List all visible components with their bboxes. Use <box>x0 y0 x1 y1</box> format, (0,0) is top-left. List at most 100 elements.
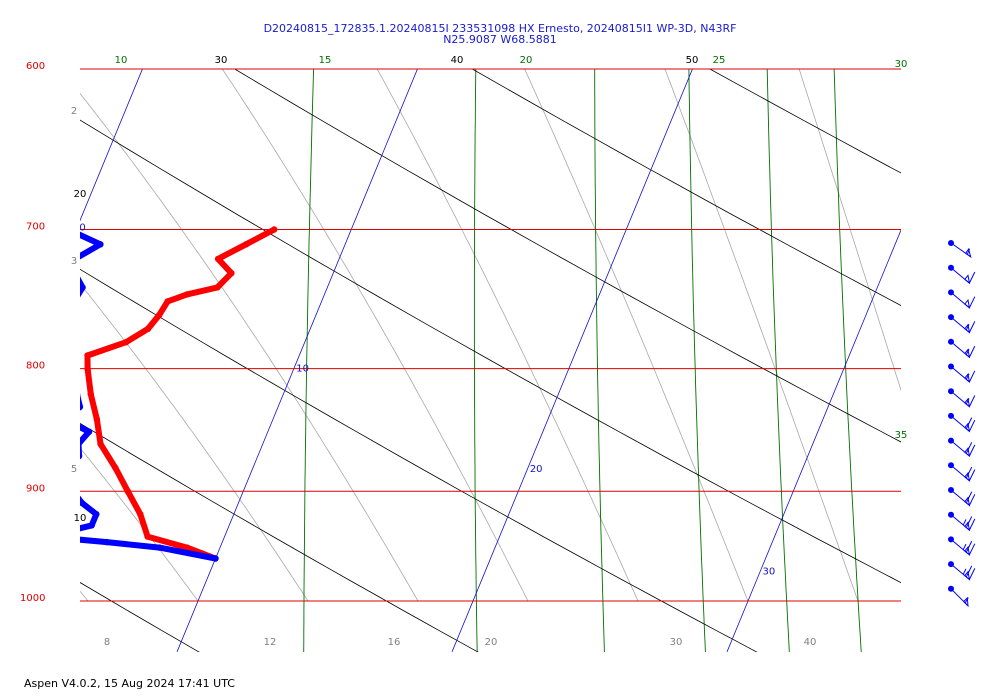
wind-barb-feather <box>968 494 976 506</box>
temperature-point <box>112 464 119 472</box>
mixing-ratio-label: 10 <box>115 55 128 66</box>
mixing-ratio-label: 15 <box>319 55 332 66</box>
dewpoint-point <box>80 499 85 506</box>
wind-barb-half-feather <box>962 568 967 575</box>
dewpoint-point <box>65 226 71 232</box>
dry-adiabat-label: 50 <box>686 55 699 66</box>
dry-adiabats <box>80 69 901 652</box>
temperature-point <box>122 339 130 346</box>
dewpoint-point <box>54 326 60 332</box>
wind-barb-tip <box>964 298 971 310</box>
wind-barb <box>948 585 969 608</box>
temperature-point <box>87 391 95 398</box>
moist-adiabat-line <box>524 69 749 602</box>
wind-barbs <box>948 240 976 608</box>
wind-barb-feather <box>965 516 973 528</box>
wind-barb-tip <box>964 545 971 557</box>
wind-barb <box>948 437 976 458</box>
temperature-axis-label: 16 <box>388 637 401 648</box>
temperature-point <box>124 488 131 495</box>
isotherm-line <box>726 229 901 652</box>
dewpoint-point <box>65 378 71 384</box>
wind-barb-feather <box>965 540 973 553</box>
wind-barb-feather <box>968 444 976 457</box>
wind-barb-tip <box>964 323 971 334</box>
chart-title-line1: D20240815_172835.1.20240815I 233531098 H… <box>263 22 737 35</box>
temperature-point <box>144 325 152 332</box>
moist-adiabat-line <box>798 69 901 392</box>
temperature-point <box>137 511 144 518</box>
isobars <box>80 68 901 602</box>
dewpoint-point <box>80 393 81 396</box>
dewpoint-point <box>80 441 82 447</box>
wind-barb-feather <box>965 565 973 578</box>
dewpoint-point <box>80 403 84 411</box>
wind-barb <box>948 388 976 408</box>
mixing-ratio-line <box>473 69 478 652</box>
wind-barb-feather <box>968 370 976 383</box>
dewpoint-point <box>85 428 93 435</box>
wind-barb-tip <box>962 596 969 608</box>
dewpoint-point <box>80 284 86 291</box>
wind-barb <box>948 363 976 384</box>
dry-adiabat-label: 10 <box>74 513 87 524</box>
temperature-axis-label: 30 <box>670 637 683 648</box>
mixing-ratio-label: 30 <box>895 59 908 70</box>
wind-barb-feather <box>968 321 976 333</box>
temperature-point <box>84 365 91 372</box>
moist-adiabat-line <box>80 283 309 602</box>
dewpoint-point <box>61 416 67 422</box>
wind-barb <box>948 462 976 482</box>
mixing-ratio-line <box>766 69 790 652</box>
dewpoint-trace <box>80 231 219 562</box>
sounding-traces <box>5 226 278 562</box>
wind-barb <box>948 338 976 359</box>
dewpoint-point <box>71 298 77 304</box>
dewpoint-point <box>72 476 78 482</box>
axis-labels: 6007008009001000-10010203010152025303530… <box>20 55 908 648</box>
wind-barb-tip <box>964 447 971 458</box>
wind-barb <box>948 264 976 285</box>
temperature-axis-label: 40 <box>804 637 817 648</box>
pressure-label: 900 <box>26 483 45 494</box>
dewpoint-point <box>70 488 76 494</box>
pressure-label: 1000 <box>20 593 45 604</box>
temperature-point <box>214 255 222 263</box>
dewpoint-point <box>38 312 44 318</box>
dewpoint-point <box>103 538 111 546</box>
mixing-ratio-label: 25 <box>713 55 726 66</box>
temperature-point <box>84 352 91 359</box>
temperature-axis-label: 20 <box>485 637 498 648</box>
moist-adiabat-line <box>80 590 89 602</box>
wind-barb-half-feather <box>962 543 967 550</box>
moist-adiabat-line <box>221 69 529 602</box>
wind-barb-tip <box>965 248 972 259</box>
dewpoint-point <box>212 555 219 562</box>
wind-barb-feather <box>968 296 976 309</box>
moist-adiabat-label: 2 <box>71 106 77 117</box>
dewpoint-point <box>5 339 11 345</box>
isotherm-label: 30 <box>763 566 776 577</box>
wind-barb-tip <box>964 373 971 384</box>
temperature-point <box>183 544 191 551</box>
wind-barb-feather <box>968 395 976 407</box>
dewpoint-point <box>57 365 63 371</box>
wind-barb-feather <box>968 345 976 358</box>
pressure-label: 600 <box>26 61 45 72</box>
wind-barb-feather <box>965 417 973 429</box>
wind-barb-feather <box>968 419 976 432</box>
temperature-point <box>183 291 191 298</box>
wind-barb-feather <box>965 491 973 504</box>
temperature-point <box>93 416 101 423</box>
moist-adiabat-line <box>376 69 639 602</box>
dry-adiabat-line <box>709 69 901 174</box>
wind-barb <box>948 314 976 334</box>
dry-adiabat-label: 30 <box>215 55 228 66</box>
wind-barb-feather <box>968 568 976 580</box>
dry-adiabat-line <box>233 69 901 443</box>
temperature-point <box>144 533 151 540</box>
mixing-ratio-line <box>688 69 706 652</box>
temperature-point <box>214 284 221 291</box>
wind-barb <box>948 511 976 532</box>
dry-adiabat-label: 40 <box>451 55 464 66</box>
